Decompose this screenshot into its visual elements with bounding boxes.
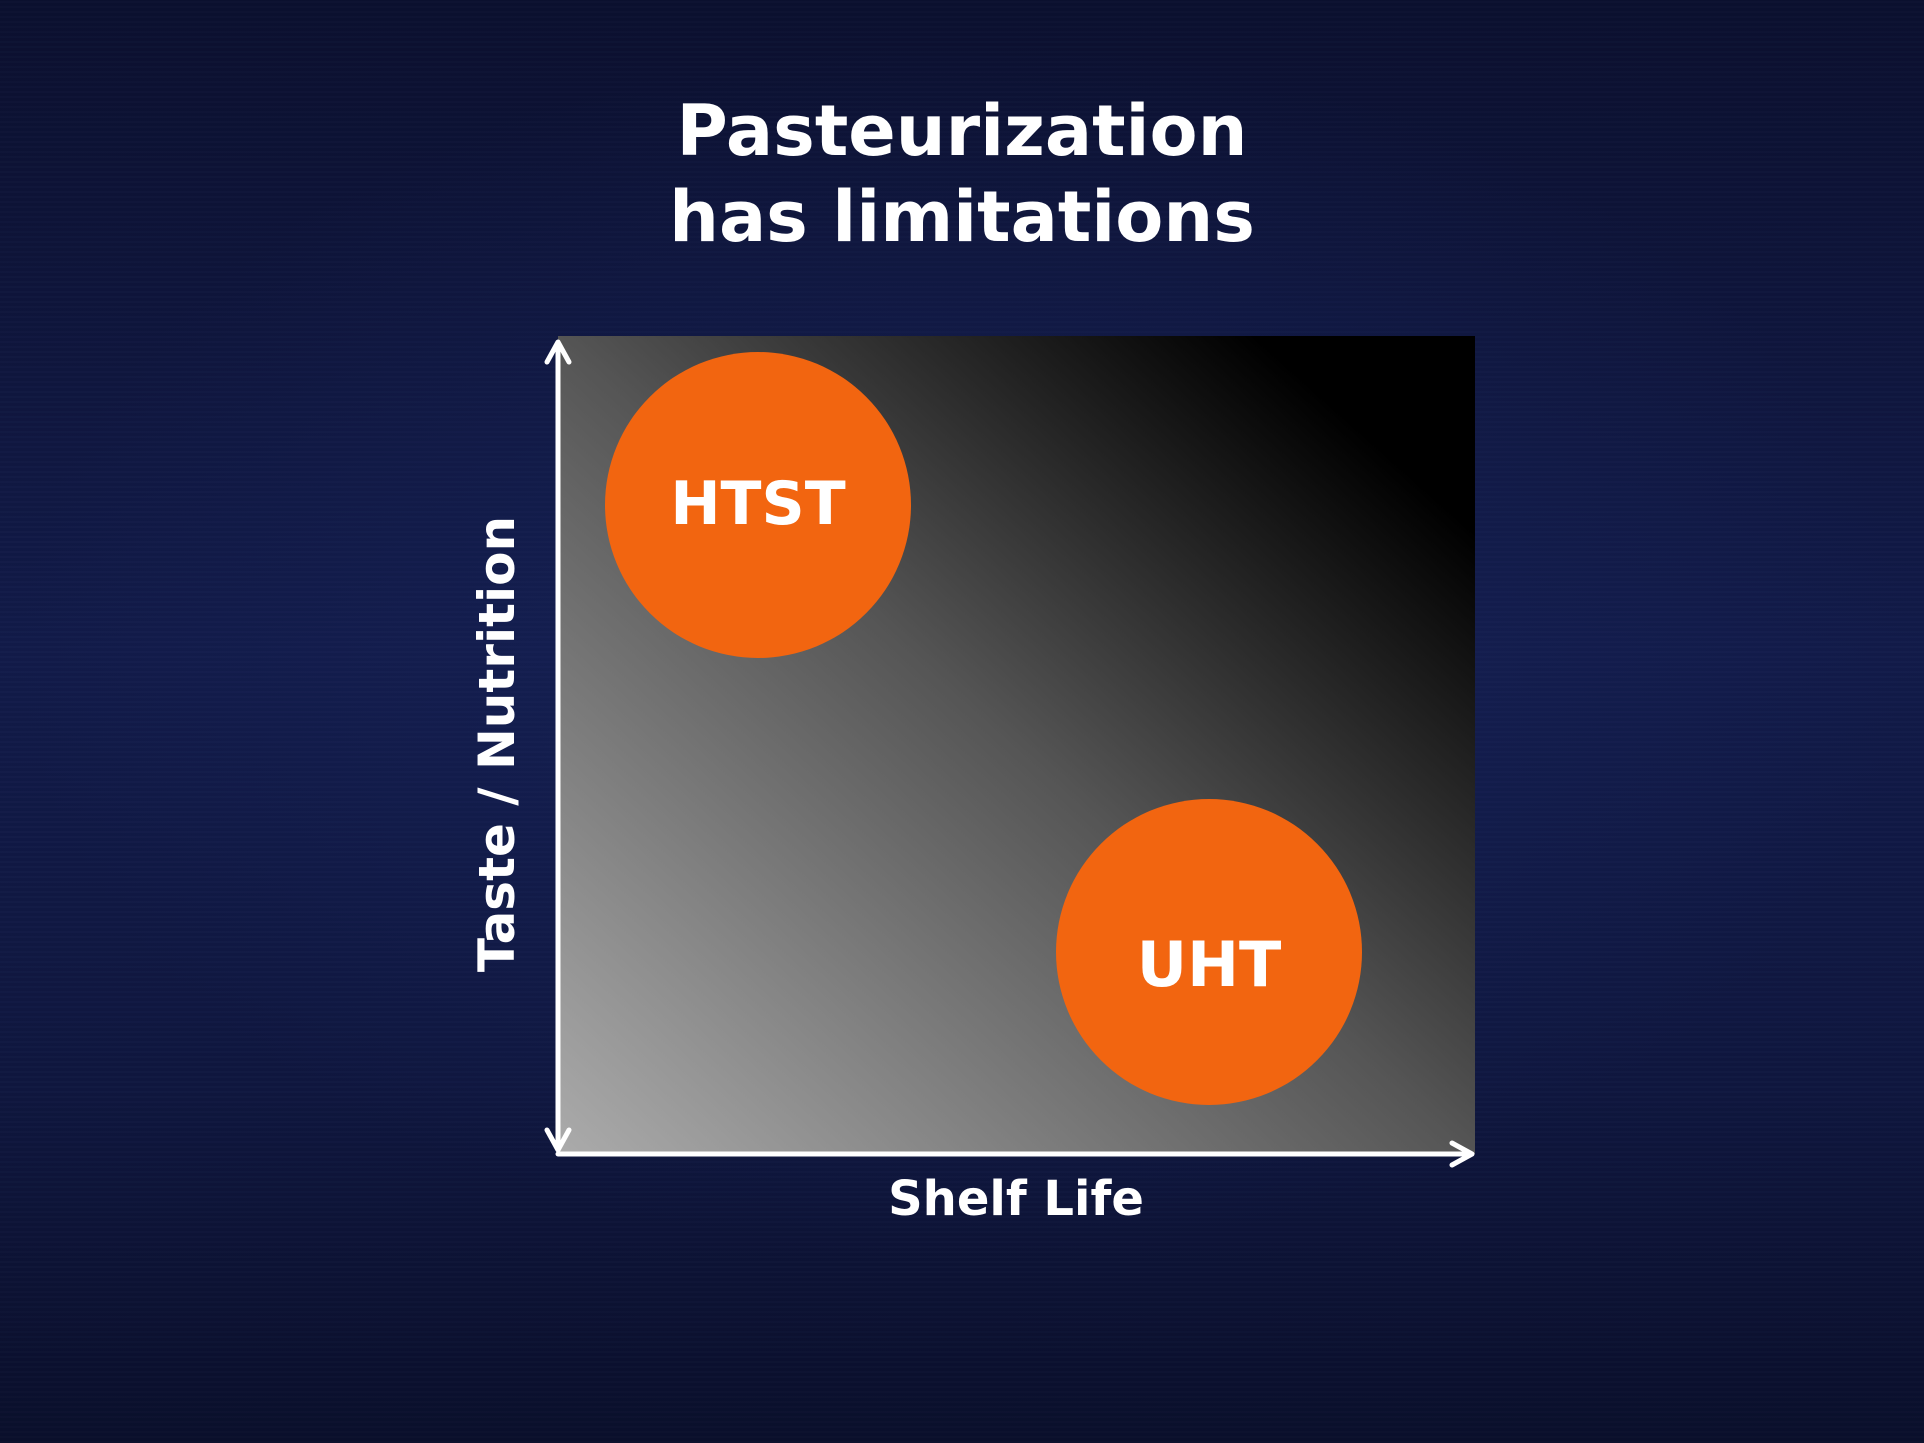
bubble-uht-circle [1056,799,1362,1105]
y-axis-label: Taste / Nutrition [468,516,526,972]
title-line-2: has limitations [669,176,1255,258]
bubble-uht: UHT [1056,799,1362,1105]
y-axis [544,339,572,1153]
bubble-uht-label: UHT [1137,928,1282,1001]
title-line-1: Pasteurization [676,90,1248,172]
bubble-htst-circle [605,352,911,658]
slide-title: Pasteurization has limitations [0,88,1924,260]
x-axis [555,1140,1475,1168]
bubble-htst: HTST [605,352,911,658]
x-axis-arrow-right [1449,1140,1475,1168]
bubble-htst-label: HTST [670,469,845,539]
x-axis-label: Shelf Life [888,1171,1144,1227]
y-axis-arrow-top [544,339,572,365]
y-axis-arrow-bottom [544,1127,572,1153]
